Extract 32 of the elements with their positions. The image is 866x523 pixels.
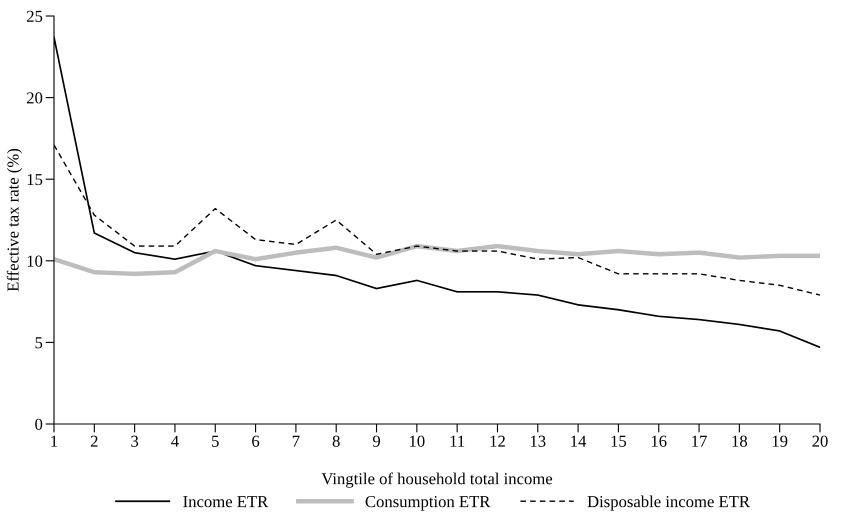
legend-label: Consumption ETR [366, 496, 490, 511]
y-tick-label: 0 [35, 418, 42, 430]
x-tick-label: 17 [692, 436, 707, 447]
x-tick-label: 9 [372, 436, 380, 447]
x-tick-label: 12 [490, 436, 505, 447]
x-tick-label: 20 [812, 436, 828, 447]
x-tick-label: 8 [332, 436, 340, 447]
x-tick-label: 11 [450, 436, 464, 447]
y-tick-label: 20 [26, 92, 42, 104]
y-tick-label: 10 [28, 256, 42, 267]
x-tick-label: 6 [252, 436, 260, 447]
x-tick-label: 1 [51, 436, 58, 447]
x-tick-label: 19 [772, 436, 788, 447]
x-tick-label: 2 [90, 436, 98, 447]
x-tick-label: 10 [410, 436, 425, 447]
x-tick-label: 3 [131, 436, 138, 447]
y-tick-label: 25 [26, 10, 42, 22]
x-tick-label: 18 [732, 436, 748, 447]
y-axis-title: Effective tax rate (%) [6, 148, 22, 292]
x-tick-label: 15 [612, 436, 626, 447]
x-tick-label: 16 [652, 436, 667, 447]
x-tick-label: 4 [171, 436, 179, 447]
line-series [54, 244, 820, 276]
legend-label: Income ETR [183, 496, 268, 508]
legend-label: Disposable income ETR [588, 496, 750, 511]
y-tick-label: 15 [28, 174, 42, 186]
x-tick-label: 13 [530, 436, 546, 447]
x-tick-label: 5 [212, 436, 219, 447]
x-tick-label: 7 [292, 436, 300, 447]
y-tick-label: 5 [36, 337, 42, 348]
x-axis-title: Vingtile of household total income [322, 472, 552, 488]
x-tick-label: 14 [571, 436, 586, 447]
